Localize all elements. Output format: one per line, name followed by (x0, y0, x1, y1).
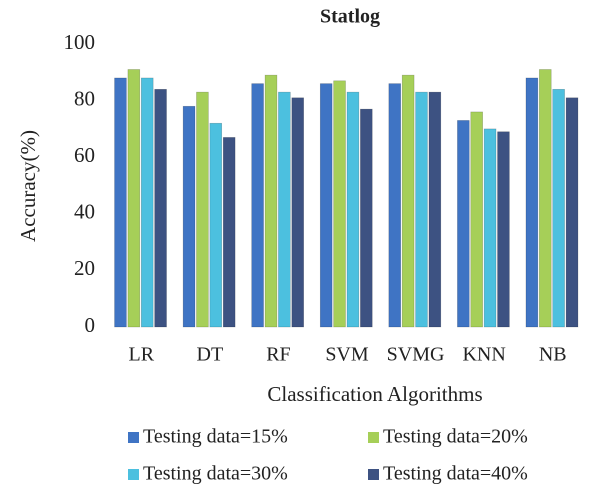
legend-swatch (128, 432, 139, 443)
bar (457, 120, 470, 328)
y-tick-label: 0 (85, 313, 96, 337)
legend-swatch (128, 469, 139, 480)
y-tick-label: 20 (74, 256, 95, 280)
y-tick-label: 60 (74, 143, 95, 167)
bar (360, 108, 373, 328)
bar (565, 97, 579, 328)
x-tick-label: SVM (325, 344, 369, 366)
bar (182, 105, 196, 328)
bar (552, 88, 565, 328)
x-tick-label: LR (129, 344, 155, 366)
x-axis-title: Classification Algorithms (267, 382, 482, 406)
bar (114, 77, 127, 328)
y-axis-title: Accuracy(%) (16, 130, 40, 242)
y-tick-label: 80 (74, 86, 95, 110)
legend-label: Testing data=30% (143, 463, 288, 485)
bar (291, 97, 304, 328)
y-tick-label: 40 (74, 200, 95, 224)
legend-swatch (368, 469, 379, 480)
legend-swatch (368, 432, 379, 443)
bar (333, 80, 346, 328)
bar (428, 91, 442, 328)
bar (196, 91, 209, 328)
bar (415, 91, 428, 328)
bar (483, 128, 497, 328)
x-tick-label: DT (197, 344, 224, 366)
bar (127, 69, 141, 328)
bar (388, 83, 402, 328)
bar (251, 83, 264, 328)
bar (346, 91, 360, 328)
bar (140, 77, 154, 328)
bar (497, 131, 510, 328)
bar (209, 122, 223, 328)
bar (222, 137, 236, 328)
legend-label: Testing data=40% (383, 463, 528, 485)
bar (470, 111, 483, 328)
bar (278, 91, 291, 328)
chart-title: Statlog (320, 6, 380, 28)
legend-label: Testing data=20% (383, 426, 528, 448)
bar (539, 69, 552, 328)
x-tick-label: SVMG (387, 344, 445, 366)
y-tick-label: 100 (64, 30, 96, 54)
bar (264, 74, 278, 328)
bar (154, 88, 167, 328)
bar (319, 83, 333, 328)
x-tick-label: RF (266, 344, 290, 366)
bar (525, 77, 539, 328)
legend-label: Testing data=15% (143, 426, 288, 448)
x-tick-label: KNN (462, 344, 505, 366)
x-tick-label: NB (539, 344, 567, 366)
bar (401, 74, 415, 328)
